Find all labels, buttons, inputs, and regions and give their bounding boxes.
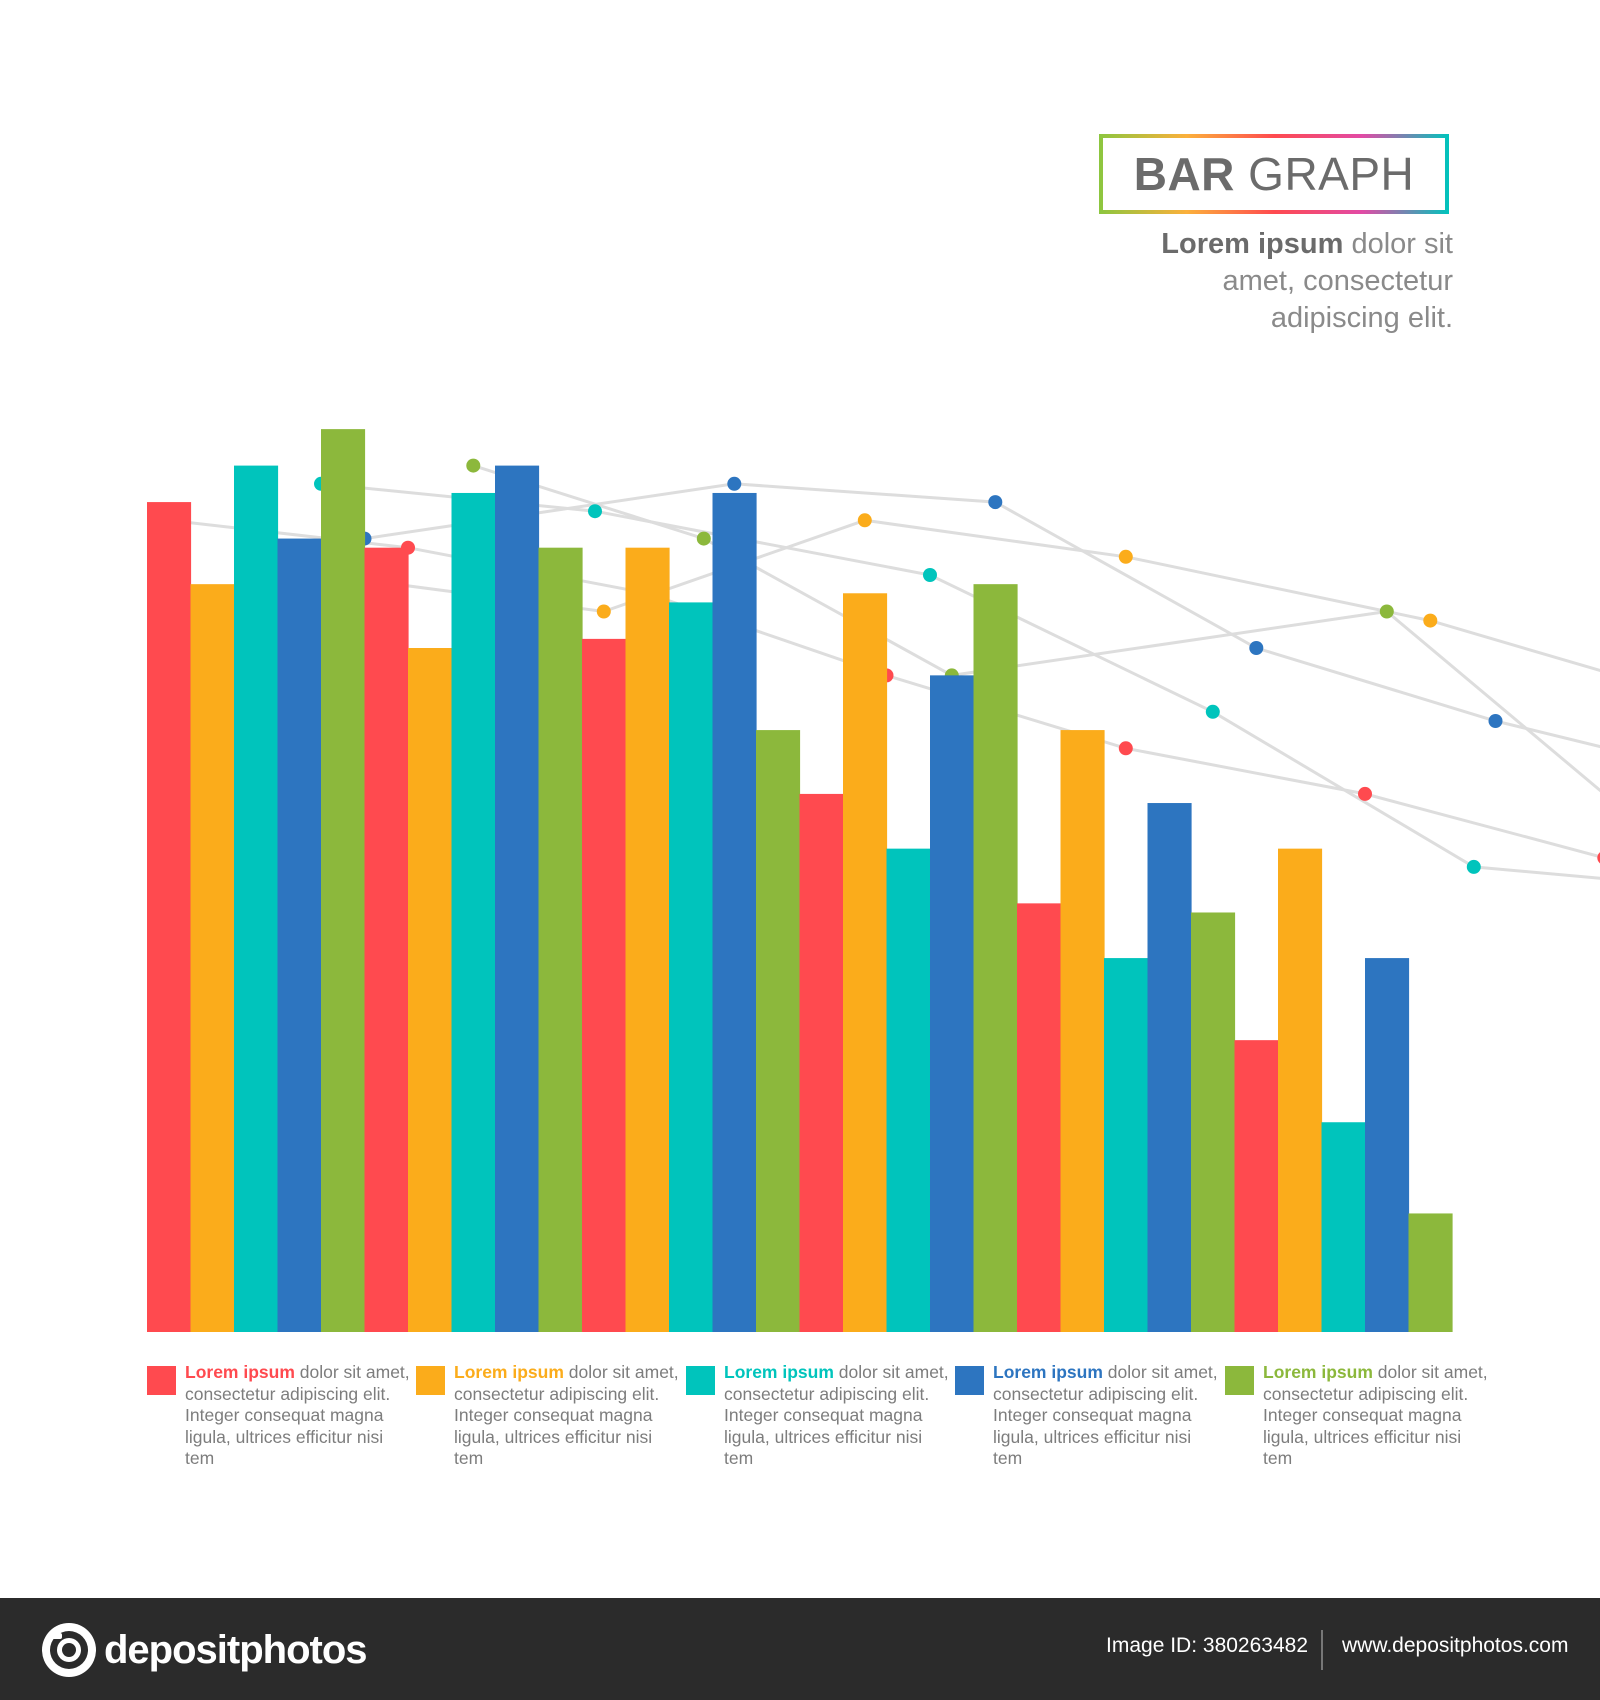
bar-s5-c3 — [756, 730, 801, 1332]
legend-swatch-1 — [147, 1366, 176, 1395]
bar-s5-c4 — [973, 584, 1018, 1332]
network-dot-3-2 — [588, 504, 602, 519]
brand-logo[interactable]: depositphotos — [40, 1620, 368, 1680]
network-dot-4-3 — [988, 495, 1003, 510]
legend-text-4: Lorem ipsum dolor sit amet, consectetur … — [993, 1362, 1218, 1468]
network-dot-3-4 — [1205, 704, 1220, 719]
chart-title-box: BAR GRAPH — [1099, 134, 1449, 214]
network-dot-2-3 — [857, 513, 872, 528]
network-dot-1-7 — [1597, 852, 1600, 864]
network-dot-3-5 — [1466, 859, 1481, 874]
legend-text-3: Lorem ipsum dolor sit amet, consectetur … — [724, 1362, 949, 1468]
bars-group — [147, 429, 1453, 1333]
network-dot-4-4 — [1249, 641, 1264, 655]
network-line-5 — [472, 464, 1600, 793]
network-line-3 — [320, 482, 1600, 880]
bar-s5-c2 — [538, 547, 583, 1332]
bar-s4-c4 — [930, 675, 975, 1332]
network-dot-4-5 — [1488, 714, 1503, 728]
bar-s1-c6 — [1234, 1040, 1279, 1332]
legend-text-5: Lorem ipsum dolor sit amet, consectetur … — [1263, 1362, 1488, 1468]
network-dot-2-2 — [596, 604, 611, 619]
bar-s2-c1 — [190, 584, 235, 1332]
bar-s2-c4 — [843, 593, 888, 1332]
bar-s5-c5 — [1191, 912, 1236, 1332]
network-dot-4-2 — [727, 476, 742, 491]
network-dot-5-1 — [466, 458, 481, 473]
bar-s3-c3 — [669, 602, 714, 1332]
bar-s3-c2 — [451, 492, 496, 1333]
subtitle-strong: Lorem ipsum — [1161, 228, 1344, 260]
brand-name: depositphotos — [104, 1627, 368, 1672]
bar-s5-c1 — [321, 429, 366, 1332]
legend: Lorem ipsum dolor sit amet, consectetur … — [147, 1362, 1488, 1472]
bar-s1-c3 — [582, 638, 627, 1332]
subtitle-rest: dolor sit amet, consectetur adipiscing e… — [1222, 228, 1454, 334]
bar-s1-c4 — [799, 793, 844, 1332]
camera-logo-icon — [42, 1623, 96, 1677]
footer-divider — [1321, 1630, 1323, 1670]
legend-swatch-3 — [686, 1366, 715, 1395]
legend-swatch-2 — [416, 1366, 445, 1395]
legend-text-1: Lorem ipsum dolor sit amet, consectetur … — [185, 1362, 410, 1468]
chart-subtitle: Lorem ipsum dolor sit amet, consectetur … — [1100, 226, 1453, 337]
network-dot-1-5 — [1118, 741, 1133, 756]
network-dot-5-4 — [1379, 604, 1394, 619]
bar-s3-c4 — [886, 848, 931, 1332]
bar-s4-c1 — [277, 538, 322, 1332]
bar-s1-c1 — [147, 502, 192, 1333]
bar-s5-c6 — [1408, 1213, 1453, 1332]
bar-s3-c5 — [1104, 958, 1149, 1332]
network-dot-5-2 — [696, 531, 711, 546]
legend-text-2: Lorem ipsum dolor sit amet, consectetur … — [454, 1362, 679, 1468]
network-line-4 — [364, 482, 1600, 749]
chart-title: BAR GRAPH — [1133, 148, 1415, 200]
bar-s3-c6 — [1321, 1122, 1366, 1332]
site-link[interactable]: www.depositphotos.com — [1342, 1634, 1569, 1657]
bar-s2-c6 — [1278, 848, 1323, 1332]
network-dot-2-5 — [1423, 613, 1438, 628]
bar-s4-c3 — [712, 492, 757, 1333]
network-dot-1-6 — [1358, 786, 1372, 801]
bar-s2-c2 — [408, 648, 453, 1332]
image-id: Image ID: 380263482 — [1106, 1634, 1308, 1657]
bar-s4-c5 — [1147, 803, 1192, 1332]
footer-bar: depositphotos Image ID: 380263482 www.de… — [0, 1598, 1600, 1700]
legend-swatch-4 — [955, 1366, 984, 1395]
bar-s3-c1 — [234, 465, 279, 1333]
bar-s1-c2 — [364, 547, 409, 1332]
bar-s4-c6 — [1365, 958, 1410, 1332]
network-dot-2-4 — [1118, 549, 1133, 564]
network-dot-3-3 — [923, 568, 937, 582]
bar-s2-c3 — [625, 547, 670, 1332]
legend-swatch-5 — [1225, 1366, 1254, 1395]
bar-s1-c5 — [1017, 903, 1062, 1332]
bar-chart — [147, 429, 1600, 1333]
bar-s2-c5 — [1060, 730, 1105, 1332]
bar-s4-c2 — [495, 465, 540, 1333]
decorative-network — [161, 458, 1600, 880]
